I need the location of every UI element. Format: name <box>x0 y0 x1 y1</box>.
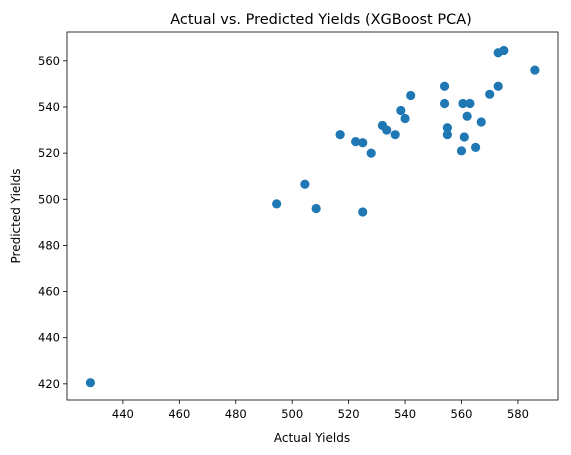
y-tick-label-420: 420 <box>38 377 60 391</box>
data-point-26 <box>476 117 486 127</box>
data-point-11 <box>382 125 392 135</box>
data-point-13 <box>396 105 406 116</box>
y-tick-label-540: 540 <box>38 100 60 114</box>
data-point-21 <box>458 98 468 109</box>
data-point-30 <box>499 45 509 56</box>
data-point-22 <box>459 132 469 142</box>
y-tick-label-560: 560 <box>38 54 60 68</box>
data-point-17 <box>439 98 450 109</box>
data-point-1 <box>85 378 96 388</box>
data-point-8 <box>358 207 368 217</box>
x-tick-label-540: 540 <box>394 407 416 421</box>
y-axis-label: Predicted Yields <box>9 169 23 264</box>
x-tick-label-560: 560 <box>451 407 473 421</box>
plot-frame <box>66 31 559 401</box>
y-axis: 420 440 460 480 500 520 540 560 <box>38 54 67 391</box>
data-point-14 <box>400 113 410 124</box>
x-tick-label-520: 520 <box>338 407 360 421</box>
x-tick-label-480: 480 <box>225 407 247 421</box>
x-tick-label-580: 580 <box>507 407 529 421</box>
data-point-20 <box>456 146 467 156</box>
x-tick-label-500: 500 <box>281 407 303 421</box>
x-tick-label-460: 460 <box>168 407 190 421</box>
chart-title: Actual vs. Predicted Yields (XGBoost PCA… <box>170 12 472 28</box>
y-tick-label-460: 460 <box>38 285 60 299</box>
data-point-27 <box>485 89 495 99</box>
data-point-5 <box>335 130 345 140</box>
y-tick-label-440: 440 <box>38 331 60 345</box>
data-point-9 <box>366 148 376 158</box>
data-point-2 <box>272 199 282 209</box>
data-point-19 <box>442 130 452 140</box>
data-point-3 <box>300 179 310 189</box>
data-point-7 <box>358 138 368 148</box>
data-point-31 <box>530 65 540 75</box>
y-tick-label-500: 500 <box>38 192 60 206</box>
data-point-25 <box>471 142 481 152</box>
data-point-6 <box>351 136 361 147</box>
data-point-4 <box>311 203 321 214</box>
data-point-16 <box>439 81 450 91</box>
x-axis: 440 460 480 500 520 540 560 580 <box>112 400 529 421</box>
data-point-15 <box>406 90 416 101</box>
x-axis-label: Actual Yields <box>274 431 350 445</box>
data-point-29 <box>493 81 503 91</box>
x-tick-label-440: 440 <box>112 407 134 421</box>
data-point-24 <box>465 98 475 109</box>
y-tick-label-520: 520 <box>38 146 60 160</box>
data-point-18 <box>442 123 452 133</box>
data-point-23 <box>462 111 472 121</box>
plot-area <box>85 45 540 388</box>
data-point-12 <box>390 130 400 140</box>
y-tick-label-480: 480 <box>38 238 60 252</box>
